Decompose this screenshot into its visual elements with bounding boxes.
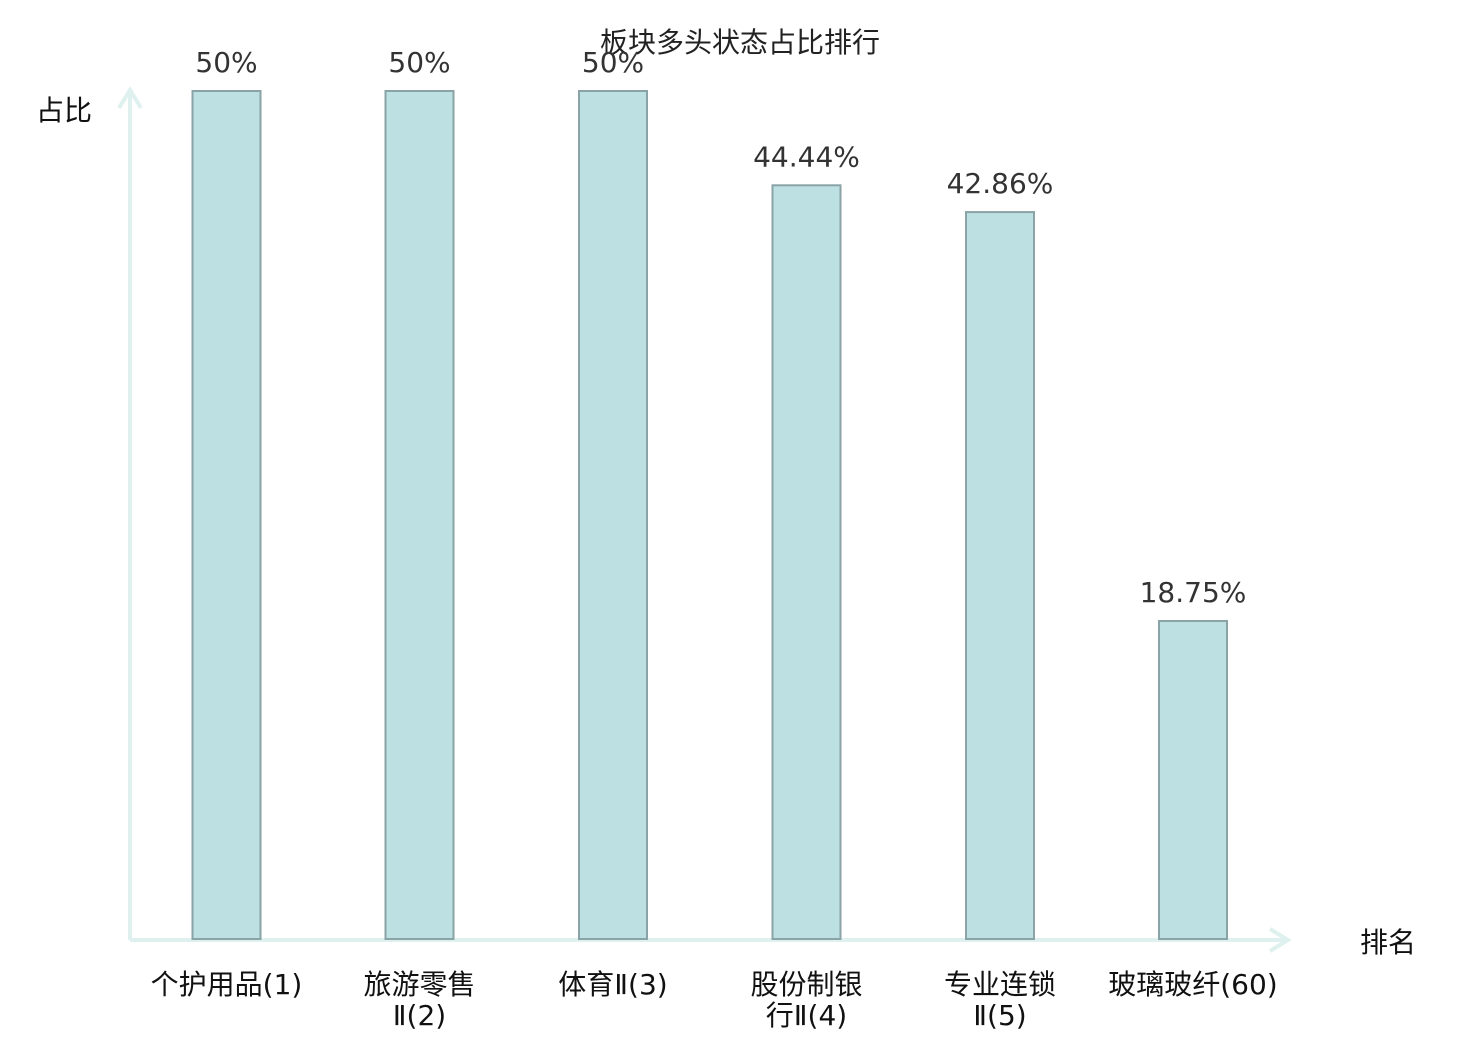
chart-title: 板块多头状态占比排行 <box>600 26 880 59</box>
category-label: 体育Ⅱ(3) <box>558 968 667 1001</box>
bar <box>965 211 1035 940</box>
value-labels: 50% 50% 50% 44.44% 42.86% 18.75% <box>195 46 1246 609</box>
x-axis-title: 排名 <box>1360 926 1416 959</box>
category-label-line: 专业连锁 <box>944 968 1056 1001</box>
bar-value-label: 18.75% <box>1140 576 1247 609</box>
category-label: 专业连锁 Ⅱ(5) <box>944 968 1056 1032</box>
category-label-line: 个护用品(1) <box>151 968 303 1001</box>
bar-value-label: 50% <box>582 46 644 79</box>
category-label: 股份制银行Ⅱ(4) <box>750 968 862 1032</box>
bar <box>191 90 262 940</box>
category-label-line: 股份制银 <box>750 968 862 1001</box>
bars <box>191 90 1228 940</box>
category-label: 旅游零售 Ⅱ(2) <box>363 968 475 1032</box>
y-axis-arrow <box>117 86 143 110</box>
bar-value-label: 50% <box>195 46 257 79</box>
category-label: 个护用品(1) <box>151 968 303 1001</box>
category-label-line: Ⅱ(5) <box>973 999 1026 1032</box>
bar <box>1158 620 1228 940</box>
category-label-line: 玻璃玻纤(60) <box>1108 968 1277 1001</box>
bar <box>384 90 455 940</box>
bar-value-label: 44.44% <box>753 140 860 173</box>
bar <box>771 184 842 940</box>
bar-value-label: 42.86% <box>947 167 1054 200</box>
category-label: 玻璃玻纤(60) <box>1108 968 1277 1001</box>
category-label-line: 体育Ⅱ(3) <box>558 968 667 1001</box>
category-label-line: Ⅱ(2) <box>393 999 446 1032</box>
axes <box>117 86 1292 953</box>
category-label-line: 行Ⅱ(4) <box>766 999 847 1032</box>
category-labels: 个护用品(1) 旅游零售 Ⅱ(2) 体育Ⅱ(3) 股份制银行Ⅱ(4) 专业连锁 Ⅱ(5) 玻璃… <box>151 968 1278 1032</box>
x-axis-arrow <box>1268 927 1292 953</box>
bar-value-label: 50% <box>388 46 450 79</box>
bar <box>578 90 648 940</box>
category-label-line: 旅游零售 <box>363 968 475 1001</box>
y-axis-title: 占比 <box>36 94 92 127</box>
